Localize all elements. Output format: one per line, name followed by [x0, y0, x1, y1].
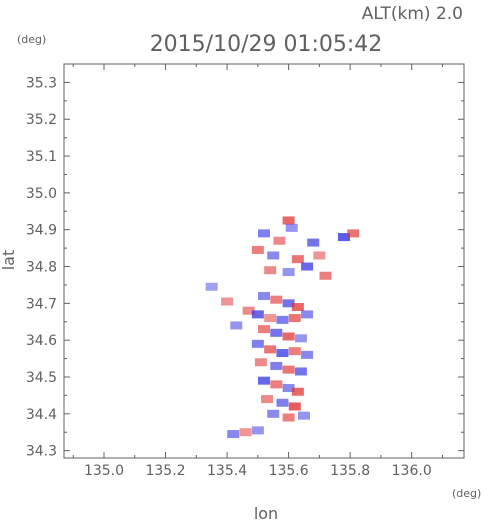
- echo-cell: [251, 426, 264, 435]
- x-tick-label: 135.2: [145, 463, 185, 479]
- echo-cell: [264, 314, 277, 323]
- y-tick-label: 34.3: [26, 444, 57, 460]
- echo-cell: [258, 325, 270, 334]
- y-tick-label: 34.4: [26, 407, 57, 423]
- y-tick-label: 35.0: [26, 186, 57, 202]
- echo-cell: [288, 347, 301, 356]
- echo-cell: [282, 268, 295, 277]
- y-axis-label: lat: [0, 250, 18, 271]
- echo-cell: [288, 314, 301, 323]
- x-axis-ticks: 135.0 135.2 135.4 135.6 135.8 136.0: [72, 64, 443, 479]
- echo-cell: [347, 229, 360, 238]
- echo-cell: [298, 411, 310, 420]
- y-tick-label: 35.1: [26, 149, 57, 165]
- echo-cell: [267, 409, 280, 418]
- echo-cell: [282, 413, 295, 422]
- echo-cell: [251, 310, 264, 319]
- echo-cell: [264, 266, 277, 275]
- y-tick-label: 34.5: [26, 370, 57, 386]
- echo-cell: [301, 262, 314, 271]
- echo-cell: [242, 306, 255, 315]
- echo-cell: [221, 297, 234, 306]
- altitude-label: ALT(km) 2.0: [362, 4, 463, 24]
- echo-cell: [258, 229, 270, 238]
- echo-cell: [276, 398, 289, 407]
- echo-cell: [258, 291, 270, 300]
- y-tick-label: 34.6: [26, 333, 57, 349]
- echo-cell: [270, 295, 283, 304]
- echo-cell: [282, 216, 295, 225]
- echo-cell: [313, 251, 326, 260]
- echo-cell: [291, 387, 304, 396]
- echo-cell: [254, 358, 267, 367]
- plot-frame: [63, 63, 465, 459]
- echo-cell: [294, 367, 307, 376]
- y-unit-label: (deg): [17, 33, 46, 46]
- echo-cell: [273, 236, 286, 245]
- echo-cell: [294, 334, 307, 343]
- echo-cell: [301, 350, 314, 359]
- echo-cell: [282, 299, 295, 308]
- echo-cell: [230, 321, 243, 330]
- x-tick-label: 135.8: [330, 463, 370, 479]
- echo-cell: [291, 255, 304, 264]
- echo-cell: [264, 345, 277, 354]
- echo-cell: [282, 384, 295, 393]
- echo-cell: [251, 339, 264, 348]
- echo-cell: [270, 328, 283, 337]
- y-tick-label: 34.9: [26, 223, 57, 239]
- echo-cell: [338, 233, 350, 242]
- x-tick-label: 135.0: [84, 463, 124, 479]
- y-tick-label: 35.2: [26, 112, 57, 128]
- y-axis-ticks: 34.3 34.4 34.5 34.6 34.7 34.8 34.9 35.0 35.1 35.2…: [26, 63, 464, 460]
- echo-cell: [301, 310, 314, 319]
- echo-cell: [251, 245, 264, 254]
- echo-cell: [276, 315, 289, 324]
- echo-cell: [270, 361, 283, 370]
- x-tick-label: 135.4: [207, 463, 247, 479]
- echo-cell: [319, 271, 332, 280]
- x-tick-label: 135.6: [269, 463, 309, 479]
- y-tick-label: 34.7: [26, 296, 57, 312]
- chart-title: 2015/10/29 01:05:42: [150, 32, 383, 57]
- echo-cell: [270, 380, 283, 389]
- x-axis-label: lon: [254, 504, 278, 521]
- echo-cell: [282, 332, 295, 341]
- x-unit-label: (deg): [452, 487, 481, 500]
- echo-cell: [239, 428, 252, 437]
- echo-cell: [291, 303, 304, 312]
- echo-cell: [227, 430, 240, 439]
- echo-cell: [267, 251, 280, 260]
- echo-cell: [258, 376, 270, 385]
- echo-cell: [205, 282, 218, 291]
- echo-cells: [205, 216, 360, 439]
- echo-cell: [288, 402, 301, 411]
- echo-cell: [276, 349, 289, 358]
- y-tick-label: 34.8: [26, 260, 57, 276]
- echo-cell: [307, 238, 320, 247]
- echo-cell: [282, 365, 295, 374]
- x-tick-label: 136.0: [392, 463, 432, 479]
- echo-cell: [285, 223, 298, 232]
- y-tick-label: 35.3: [26, 75, 57, 91]
- echo-cell: [261, 395, 274, 404]
